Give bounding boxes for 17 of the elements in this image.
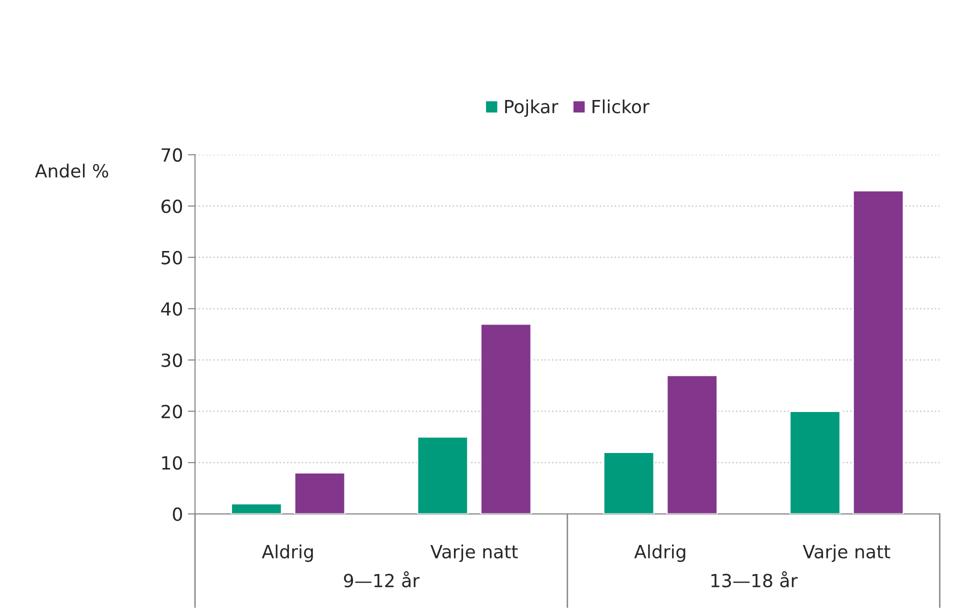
y-tick-label: 40: [161, 302, 182, 316]
x-tick-label: Varje natt: [430, 544, 518, 562]
x-tick-label: Aldrig: [262, 544, 313, 562]
y-tick-label: 60: [162, 200, 182, 214]
y-tick-label: 20: [162, 404, 182, 418]
y-tick-label: 70: [162, 148, 182, 162]
x-tick-label: Aldrig: [634, 544, 686, 562]
y-tick-label: 50: [162, 250, 182, 264]
x-tick-label: Varje natt: [802, 544, 890, 562]
y-tick-label: 0: [172, 507, 182, 522]
y-tick-label: 10: [162, 456, 182, 470]
legend-label: Flickor: [592, 99, 650, 114]
text: 13—18 år: [711, 571, 798, 588]
legend-label: Pojkar: [505, 99, 558, 117]
y-axis-title: Andel %: [35, 164, 108, 178]
text: 9—12 år: [344, 571, 420, 588]
y-tick-label: 30: [162, 353, 182, 368]
